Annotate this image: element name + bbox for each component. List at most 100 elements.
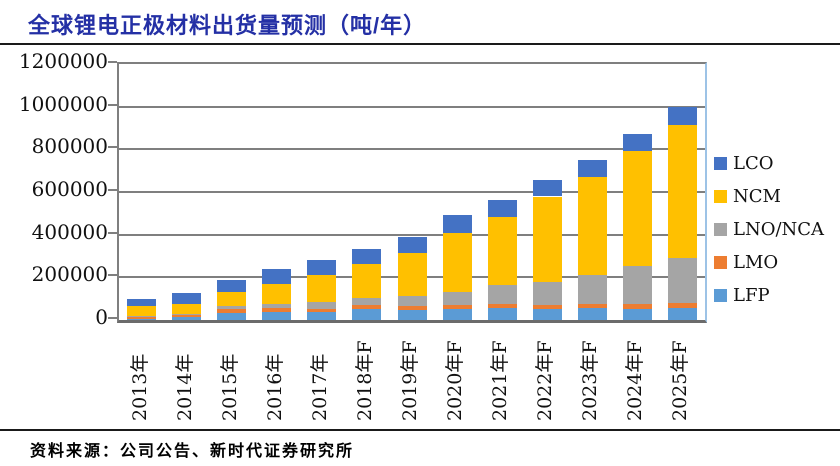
bar-segment-lfp-2017年 [307, 311, 337, 320]
legend-item-ncm: NCM [714, 185, 824, 207]
legend-label: LCO [733, 152, 774, 174]
bar-segment-lmo-2015年 [217, 309, 247, 314]
y-axis-tick-label: 0 [95, 305, 108, 329]
bar-segment-lco-2016年 [262, 269, 292, 285]
x-axis-category-label: 2013年 [128, 353, 151, 421]
title-divider [0, 43, 840, 45]
bar-segment-lco-2023年F [577, 160, 607, 178]
bar-segment-lfp-2016年 [262, 311, 292, 320]
gridline [119, 233, 705, 236]
legend-item-lfp: LFP [714, 284, 824, 306]
bar-segment-lno-nca-2018年F [352, 298, 382, 306]
x-axis-category-label: 2016年 [263, 353, 286, 421]
bar-segment-lno-nca-2023年F [577, 274, 607, 304]
bar-segment-lno-nca-2020年F [442, 291, 472, 305]
legend-label: NCM [733, 185, 781, 207]
bar-segment-lmo-2017年 [307, 308, 337, 312]
chart-title: 全球锂电正极材料出货量预测（吨/年） [28, 13, 427, 38]
legend-label: LFP [733, 284, 770, 306]
bar-segment-lmo-2018年F [352, 305, 382, 310]
bar-segment-ncm-2015年 [217, 291, 247, 306]
x-axis-category-label: 2015年 [218, 353, 241, 421]
x-axis-category-label: 2021年F [489, 340, 512, 421]
bar-segment-lno-nca-2014年 [172, 313, 202, 315]
bar-segment-ncm-2022年F [532, 196, 562, 282]
y-axis-tick-label: 400000 [31, 219, 108, 244]
bar-segment-lmo-2024年F [622, 304, 652, 309]
y-axis-tick-label: 200000 [31, 262, 108, 287]
source-divider [0, 429, 840, 431]
legend-swatch-icon [714, 255, 727, 269]
bar-segment-lfp-2013年 [127, 319, 157, 320]
bar-segment-lfp-2014年 [172, 317, 202, 320]
bar-segment-ncm-2018年F [352, 263, 382, 299]
chart-legend: LCO NCM LNO/NCA LMO LFP [714, 152, 824, 317]
bar-segment-lfp-2023年F [577, 307, 607, 320]
legend-swatch-icon [714, 189, 727, 203]
bar-segment-ncm-2023年F [577, 177, 607, 275]
y-axis-tick [108, 231, 117, 234]
bar-segment-lfp-2019年F [397, 309, 427, 320]
y-axis-tick [108, 189, 117, 191]
gridline [119, 105, 705, 108]
bar-segment-lco-2019年F [397, 237, 427, 254]
bar-segment-lno-nca-2019年F [397, 295, 427, 306]
bar-segment-lfp-2020年F [442, 308, 472, 320]
bar-segment-lco-2013年 [127, 298, 157, 307]
bar-segment-ncm-2013年 [127, 306, 157, 317]
bar-segment-ncm-2024年F [622, 151, 652, 266]
bar-segment-lfp-2022年F [532, 309, 562, 320]
bar-segment-lno-nca-2021年F [487, 285, 517, 305]
legend-swatch-icon [714, 156, 727, 170]
bar-segment-lfp-2018年F [352, 309, 382, 320]
legend-label: LMO [733, 251, 779, 273]
bar-segment-lco-2014年 [172, 293, 202, 304]
bar-segment-lmo-2023年F [577, 303, 607, 308]
bar-segment-ncm-2017年 [307, 274, 337, 302]
y-axis-tick-label: 1200000 [18, 49, 108, 73]
bar-segment-lmo-2013年 [127, 317, 157, 320]
bar-segment-lco-2021年F [487, 200, 517, 218]
legend-item-lno-nca: LNO/NCA [714, 218, 824, 240]
bar-segment-lmo-2021年F [487, 304, 517, 309]
bar-segment-lfp-2021年F [487, 308, 517, 320]
legend-item-lmo: LMO [714, 251, 824, 273]
y-axis-tick [108, 146, 117, 149]
bar-segment-lmo-2019年F [397, 305, 427, 310]
bar-segment-lno-nca-2025年F [667, 257, 697, 304]
bar-segment-lno-nca-2015年 [217, 305, 247, 310]
x-axis-category-label: 2017年 [308, 353, 331, 421]
bar-segment-lmo-2025年F [667, 303, 697, 309]
bar-segment-lco-2022年F [532, 179, 562, 197]
legend-swatch-icon [714, 222, 727, 236]
bar-segment-lco-2020年F [442, 215, 472, 233]
bar-segment-ncm-2016年 [262, 284, 292, 304]
x-axis-category-label: 2022年F [534, 340, 557, 421]
plot-area [117, 62, 707, 323]
gridline [119, 191, 705, 193]
bar-segment-lco-2015年 [217, 279, 247, 292]
bar-segment-lco-2017年 [307, 260, 337, 275]
y-axis-tick [108, 317, 117, 319]
y-axis-tick [108, 274, 117, 277]
gridline [119, 148, 705, 151]
bar-segment-ncm-2014年 [172, 303, 202, 314]
bar-segment-lfp-2025年F [667, 308, 697, 320]
bar-segment-ncm-2021年F [487, 217, 517, 286]
bar-segment-lco-2025年F [667, 106, 697, 126]
x-axis-category-label: 2024年F [624, 340, 647, 421]
bar-segment-lno-nca-2022年F [532, 281, 562, 305]
bar-segment-lco-2018年F [352, 248, 382, 264]
bar-segment-lco-2024年F [622, 133, 652, 152]
x-axis-category-label: 2023年F [579, 340, 602, 421]
legend-label: LNO/NCA [733, 218, 825, 240]
x-axis-category-label: 2020年F [444, 340, 467, 421]
bar-segment-ncm-2019年F [397, 253, 427, 296]
bar-segment-lmo-2022年F [532, 304, 562, 310]
y-axis-tick-label: 800000 [31, 134, 108, 159]
legend-item-lco: LCO [714, 152, 824, 174]
bar-segment-lfp-2015年 [217, 313, 247, 320]
y-axis-tick-label: 1000000 [18, 91, 108, 116]
